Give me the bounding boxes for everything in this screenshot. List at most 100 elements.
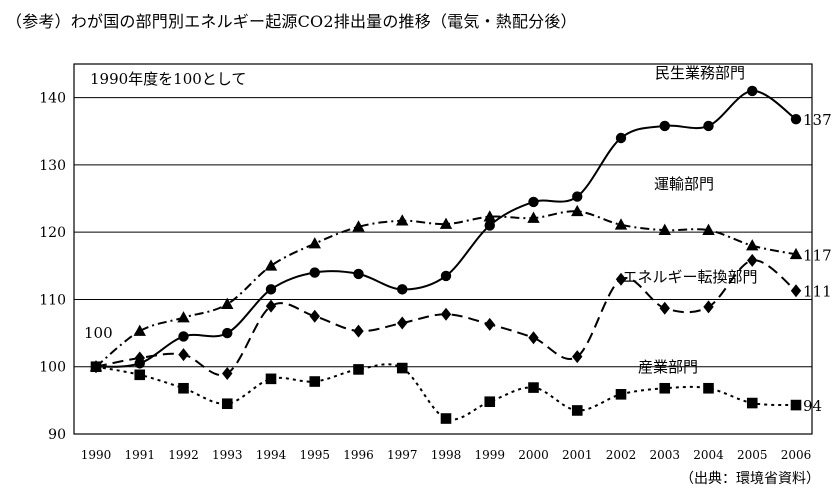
data-point-square — [440, 413, 452, 424]
data-point-square — [528, 382, 539, 393]
x-tick-label: 2001 — [562, 448, 593, 462]
data-point-diamond — [790, 284, 802, 298]
data-point-diamond — [178, 348, 189, 362]
data-point-circle — [178, 331, 189, 342]
end-value-label: 117 — [803, 246, 832, 264]
data-point-diamond — [528, 331, 539, 345]
data-point-square — [790, 399, 802, 411]
data-point-circle — [615, 132, 627, 144]
data-point-square — [134, 369, 146, 381]
chart-note: 1990年度を100として — [90, 70, 246, 88]
data-point-triangle — [789, 247, 803, 260]
data-point-circle — [572, 191, 583, 202]
data-point-triangle — [702, 223, 715, 235]
data-point-triangle — [658, 223, 671, 235]
x-tick-label: 1990 — [81, 448, 112, 462]
data-point-square — [746, 397, 758, 409]
x-tick-label: 2003 — [649, 448, 680, 462]
x-tick-label: 2004 — [693, 448, 724, 462]
data-point-square — [221, 398, 233, 410]
data-point-diamond — [572, 350, 583, 364]
x-tick-label: 1991 — [124, 448, 155, 462]
data-point-square — [90, 361, 102, 373]
x-tick-label: 1999 — [474, 448, 505, 462]
plot-area — [73, 63, 813, 435]
data-point-diamond — [265, 299, 277, 313]
y-tick-label: 110 — [39, 292, 66, 308]
data-point-triangle — [614, 218, 628, 230]
data-point-square — [703, 382, 714, 394]
series-line — [95, 210, 797, 368]
x-tick-label: 1998 — [431, 448, 462, 462]
data-point-triangle — [439, 217, 453, 229]
data-point-circle — [397, 284, 408, 295]
data-point-diamond — [615, 272, 627, 286]
y-tick-label: 90 — [48, 427, 66, 443]
data-point-triangle — [483, 210, 496, 222]
y-tick-label: 120 — [39, 225, 66, 241]
y-tick-label: 140 — [39, 91, 66, 107]
series-line — [95, 363, 797, 421]
data-point-diamond — [134, 351, 145, 365]
data-point-circle — [703, 120, 714, 132]
x-tick-label: 1995 — [299, 448, 330, 462]
data-point-triangle — [221, 297, 234, 309]
data-point-circle — [265, 284, 277, 295]
x-tick-label: 2002 — [606, 448, 637, 462]
x-tick-label: 1994 — [256, 448, 287, 462]
data-point-diamond — [484, 317, 495, 331]
y-tick-label: 130 — [39, 158, 66, 174]
data-point-circle — [222, 327, 233, 339]
data-point-square — [396, 362, 408, 374]
data-point-circle — [659, 120, 670, 132]
data-point-diamond — [397, 316, 408, 330]
chart-title: （参考）わが国の部門別エネルギー起源CO2排出量の推移（電気・熱配分後） — [6, 12, 577, 31]
x-tick-label: 2005 — [737, 448, 768, 462]
data-point-triangle — [352, 220, 365, 232]
data-point-triangle — [264, 259, 278, 271]
end-value-label: 94 — [803, 397, 822, 415]
data-point-circle — [528, 196, 539, 208]
data-point-circle — [440, 270, 452, 282]
x-tick-label: 1993 — [212, 448, 243, 462]
x-tick-label: 2000 — [518, 448, 549, 462]
data-point-diamond — [659, 301, 670, 315]
data-point-circle — [747, 85, 758, 97]
data-point-triangle — [527, 211, 540, 223]
data-point-triangle — [571, 204, 584, 217]
data-point-circle — [309, 267, 320, 278]
data-point-circle — [790, 113, 802, 125]
data-point-diamond — [440, 307, 452, 321]
series-name-label: エネルギー転換部門 — [622, 268, 757, 286]
x-tick-label: 2006 — [781, 448, 812, 462]
data-point-square — [615, 389, 627, 400]
series-line — [95, 259, 797, 377]
series-name-label: 産業部門 — [638, 358, 698, 376]
x-tick-label: 1992 — [168, 448, 199, 462]
x-tick-label: 1996 — [343, 448, 374, 462]
data-point-circle — [353, 268, 364, 280]
data-point-triangle — [746, 239, 759, 251]
data-point-triangle — [177, 311, 190, 323]
series-name-label: 民生業務部門 — [655, 64, 745, 82]
data-point-diamond — [703, 300, 714, 314]
data-point-square — [571, 405, 583, 416]
data-point-triangle — [133, 324, 146, 336]
data-point-square — [309, 376, 321, 387]
data-point-square — [178, 382, 189, 394]
start-value-label: 100 — [84, 324, 113, 342]
y-tick-label: 100 — [39, 360, 66, 376]
data-point-circle — [484, 220, 495, 231]
data-point-square — [265, 373, 277, 385]
data-point-diamond — [222, 366, 233, 380]
x-tick-label: 1997 — [387, 448, 418, 462]
source-note: （出典：環境省資料） — [680, 471, 820, 487]
data-point-square — [484, 396, 496, 408]
data-point-diamond — [353, 324, 364, 338]
data-point-square — [659, 382, 671, 394]
data-point-diamond — [309, 309, 320, 323]
series-name-label: 運輸部門 — [654, 175, 714, 193]
end-value-label: 111 — [803, 283, 832, 301]
data-point-square — [353, 364, 364, 375]
